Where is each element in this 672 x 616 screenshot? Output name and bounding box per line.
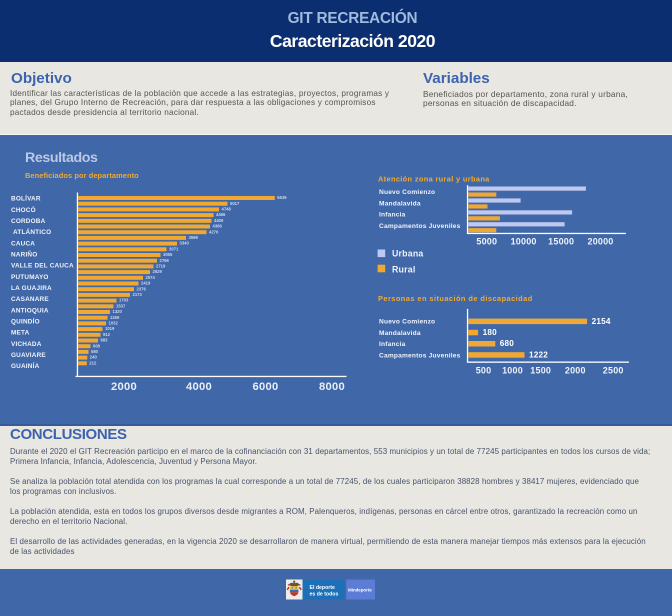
svg-text:3598: 3598 — [189, 235, 199, 240]
svg-text:VICHADA: VICHADA — [11, 341, 42, 348]
svg-text:2419: 2419 — [141, 281, 151, 286]
svg-text:Nuevo Comienzo: Nuevo Comienzo — [379, 319, 435, 326]
svg-text:VALLE DEL CAUCA: VALLE DEL CAUCA — [11, 263, 74, 270]
svg-text:4270: 4270 — [209, 229, 219, 234]
svg-text:5000: 5000 — [476, 237, 497, 247]
svg-text:Beneficiados por departamento: Beneficiados por departamento — [25, 171, 139, 180]
svg-text:CORDOBA: CORDOBA — [11, 218, 46, 225]
svg-text:3055: 3055 — [163, 252, 173, 257]
svg-text:QUINDÍO: QUINDÍO — [11, 317, 40, 326]
svg-text:4000: 4000 — [186, 381, 212, 393]
svg-text:Resultados: Resultados — [25, 150, 98, 166]
svg-text:3071: 3071 — [169, 246, 179, 251]
svg-text:Mandalavida: Mandalavida — [379, 200, 421, 207]
svg-text:NARIÑO: NARIÑO — [11, 250, 37, 259]
svg-text:4466: 4466 — [216, 212, 226, 217]
svg-text:1222: 1222 — [529, 350, 548, 359]
svg-text:BOLÍVAR: BOLÍVAR — [11, 194, 41, 203]
svg-text:4409: 4409 — [214, 218, 224, 223]
svg-text:Nuevo Comienzo: Nuevo Comienzo — [379, 189, 435, 196]
svg-text:240: 240 — [90, 355, 98, 360]
svg-text:ANTIOQUIA: ANTIOQUIA — [11, 307, 49, 314]
svg-text:1500: 1500 — [530, 366, 551, 376]
svg-text:6539: 6539 — [277, 195, 287, 200]
svg-text:Urbana: Urbana — [392, 249, 424, 259]
svg-text:2000: 2000 — [111, 381, 137, 393]
svg-text:Campamentos Juveniles: Campamentos Juveniles — [379, 352, 461, 359]
svg-text:6000: 6000 — [252, 381, 278, 393]
svg-text:1019: 1019 — [105, 326, 115, 331]
svg-text:680: 680 — [500, 339, 515, 348]
svg-text:180: 180 — [483, 328, 498, 337]
svg-text:CHOCÓ: CHOCÓ — [11, 205, 36, 214]
svg-text:Infancia: Infancia — [379, 341, 406, 348]
svg-text:20000: 20000 — [587, 237, 613, 247]
svg-text:1703: 1703 — [119, 298, 129, 303]
svg-text:LA GUAJIRA: LA GUAJIRA — [11, 285, 52, 292]
svg-text:2154: 2154 — [592, 317, 611, 326]
svg-text:1320: 1320 — [113, 309, 123, 314]
svg-text:1032: 1032 — [109, 321, 119, 326]
svg-text:GUAINÍA: GUAINÍA — [11, 361, 40, 370]
svg-text:2376: 2376 — [137, 286, 147, 291]
svg-text:15000: 15000 — [548, 237, 574, 247]
svg-text:1537: 1537 — [116, 303, 126, 308]
svg-text:1269: 1269 — [110, 315, 120, 320]
svg-text:580: 580 — [91, 349, 99, 354]
svg-text:El deporte: El deporte — [310, 585, 335, 591]
svg-text:Campamentos Juveniles: Campamentos Juveniles — [379, 223, 461, 230]
svg-text:Atención zona rural y urbana: Atención zona rural y urbana — [378, 175, 490, 184]
svg-text:608: 608 — [93, 343, 101, 348]
svg-text:3340: 3340 — [180, 241, 190, 246]
svg-text:2000: 2000 — [565, 366, 586, 376]
svg-text:4748: 4748 — [222, 207, 232, 212]
svg-text:Rural: Rural — [392, 264, 416, 274]
svg-text:212: 212 — [89, 360, 97, 365]
svg-text:Personas en situación de disca: Personas en situación de discapacidad — [378, 294, 533, 303]
svg-text:8000: 8000 — [319, 381, 345, 393]
svg-text:Mindeporte: Mindeporte — [348, 588, 372, 593]
svg-text:Infancia: Infancia — [379, 212, 406, 219]
svg-text:PUTUMAYO: PUTUMAYO — [11, 274, 49, 281]
svg-text:2766: 2766 — [160, 258, 170, 263]
svg-text:1000: 1000 — [502, 366, 523, 376]
svg-text:2574: 2574 — [146, 275, 156, 280]
svg-text:5017: 5017 — [230, 201, 240, 206]
svg-text:2500: 2500 — [603, 366, 624, 376]
svg-text:Mandalavida: Mandalavida — [379, 330, 421, 337]
svg-text:es de todos: es de todos — [310, 592, 339, 598]
svg-text:CASANARE: CASANARE — [11, 296, 49, 303]
svg-text:500: 500 — [476, 366, 492, 376]
svg-text:ATLÁNTICO: ATLÁNTICO — [13, 227, 51, 236]
svg-text:GUAVIARE: GUAVIARE — [11, 352, 46, 359]
svg-text:2173: 2173 — [133, 292, 143, 297]
svg-text:4366: 4366 — [213, 224, 223, 229]
svg-text:683: 683 — [101, 338, 109, 343]
svg-text:2719: 2719 — [156, 264, 166, 269]
svg-text:META: META — [11, 330, 30, 337]
svg-text:2629: 2629 — [153, 269, 163, 274]
svg-text:CAUCA: CAUCA — [11, 240, 35, 247]
svg-text:10000: 10000 — [511, 237, 537, 247]
svg-text:912: 912 — [103, 332, 111, 337]
